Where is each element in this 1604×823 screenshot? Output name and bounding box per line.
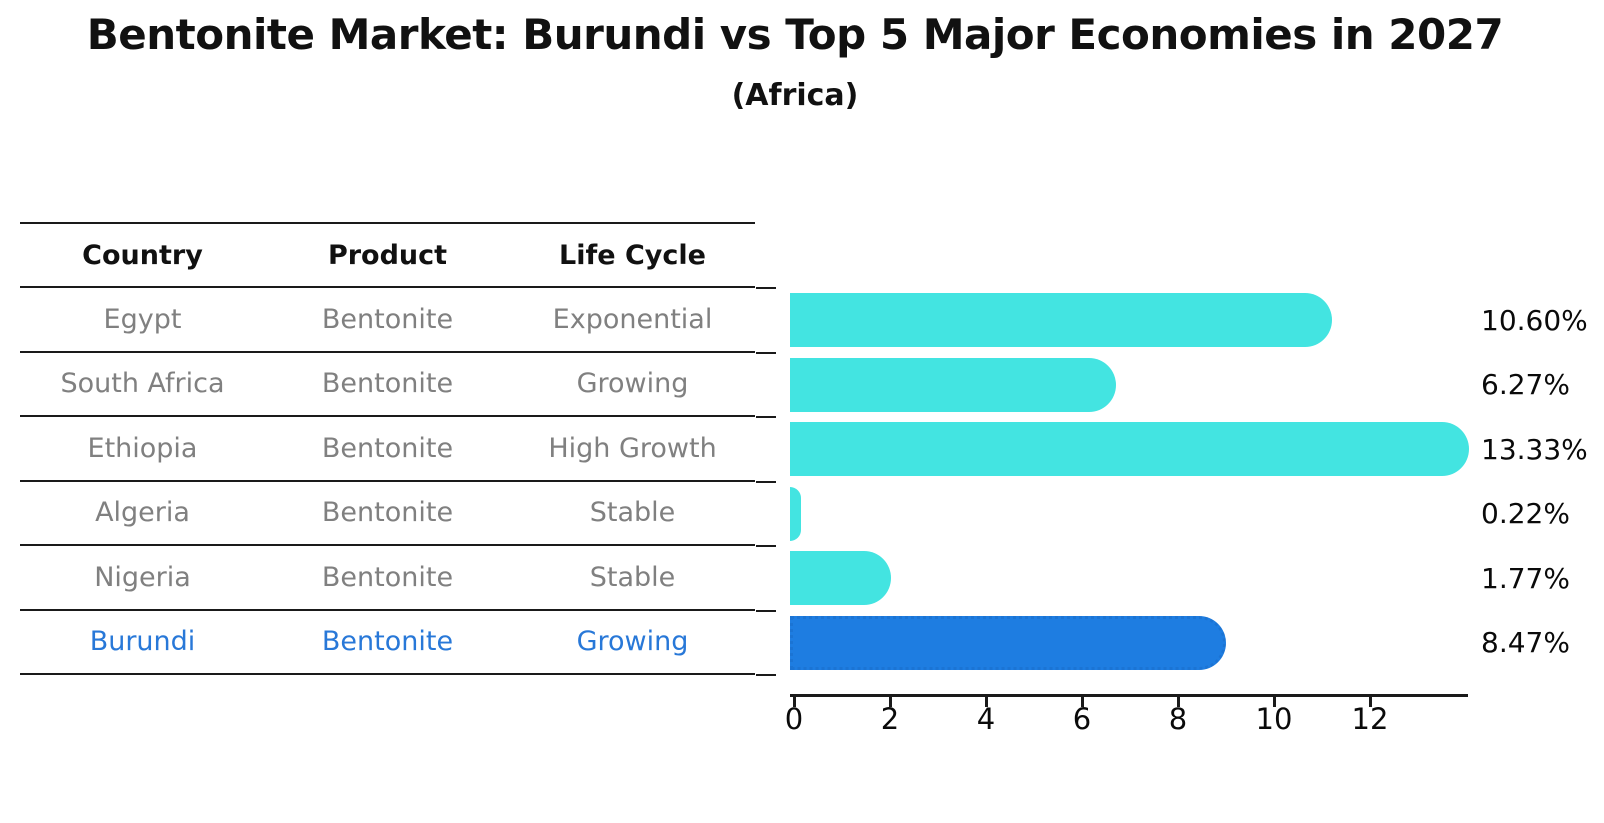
x-axis-tick [1177,697,1180,707]
country-cell: Egypt [103,303,182,335]
x-axis-tick [889,697,892,707]
x-axis [790,694,1468,697]
chart-title: Bentonite Market: Burundi vs Top 5 Major… [86,10,1504,59]
product-cell: Bentonite [321,368,454,400]
value-label: 10.60% [1481,303,1588,337]
bar-nigeria [790,551,891,606]
table-row: Ethiopia Bentonite High Growth [20,417,755,482]
comparison-table: Country Product Life Cycle Egypt Bentonit… [20,222,755,675]
value-label: 13.33% [1481,432,1588,466]
product-cell: Bentonite [321,497,454,529]
x-tick-label: 6 [1072,702,1092,736]
column-header-country: Country [82,239,203,271]
life-cycle-cell: Growing [576,368,689,400]
y-axis-tick [756,674,776,676]
country-cell: South Africa [60,368,225,400]
product-cell: Bentonite [321,561,454,593]
bar-burundi [790,615,1226,670]
country-cell: Burundi [89,626,196,658]
x-tick-label: 4 [976,702,996,736]
life-cycle-cell: Exponential [552,303,713,335]
y-axis-tick [756,416,776,418]
column-header-product: Product [327,239,448,271]
x-axis-tick [1081,697,1084,707]
x-axis-tick [793,697,796,707]
bar-ethiopia [790,422,1469,477]
x-tick-label: 0 [784,702,804,736]
x-tick-label: 12 [1351,702,1389,736]
table-header-row: Country Product Life Cycle [20,222,755,288]
bar-algeria [790,486,801,541]
y-axis-tick [756,351,776,354]
product-cell: Bentonite [321,432,454,464]
chart-subtitle: (Africa) [731,78,859,113]
table-row: South Africa Bentonite Growing [20,353,755,417]
country-cell: Ethiopia [87,432,198,464]
y-axis-tick [756,287,776,289]
y-axis-tick [756,545,776,547]
bar-south-africa [790,357,1116,412]
product-cell: Bentonite [321,303,454,335]
country-cell: Algeria [95,497,190,529]
x-tick-label: 8 [1168,702,1188,736]
life-cycle-cell: High Growth [548,432,717,464]
life-cycle-cell: Stable [589,497,676,529]
life-cycle-cell: Growing [576,626,689,658]
table-row: Burundi Bentonite Growing [20,611,755,675]
product-cell: Bentonite [321,626,454,658]
value-label: 6.27% [1481,368,1570,402]
country-cell: Nigeria [94,561,191,593]
life-cycle-cell: Stable [589,561,676,593]
table-row: Algeria Bentonite Stable [20,482,755,546]
bar-egypt [790,293,1332,348]
table-row: Egypt Bentonite Exponential [20,288,755,353]
value-label: 8.47% [1481,626,1570,660]
x-axis-tick [985,697,988,707]
value-label: 1.77% [1481,561,1570,595]
value-label: 0.22% [1481,497,1570,531]
x-axis-tick [1273,697,1276,707]
x-tick-label: 2 [880,702,900,736]
column-header-lifecycle: Life Cycle [559,239,706,271]
table-row: Nigeria Bentonite Stable [20,546,755,611]
y-axis-tick [756,480,776,483]
x-axis-tick [1369,697,1372,707]
y-axis-tick [756,609,776,612]
x-tick-label: 10 [1255,702,1293,736]
